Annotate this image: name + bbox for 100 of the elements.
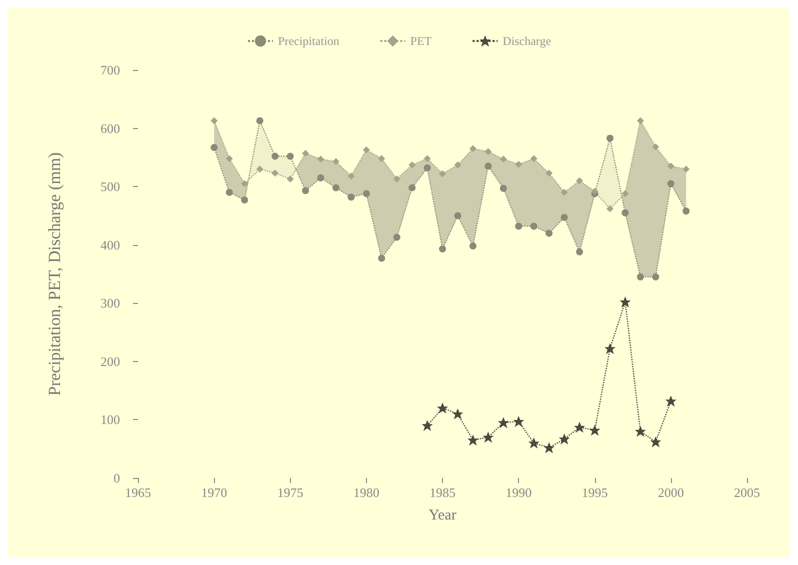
point [515,222,522,230]
x-tick-label: 2000 [658,485,684,500]
point [302,150,309,157]
point [302,187,309,194]
point [606,134,614,142]
x-tick-label: 1985 [430,485,456,500]
point [469,145,476,152]
point [452,408,464,420]
point [408,162,416,169]
point [650,436,662,448]
point [636,117,644,124]
point [591,188,598,195]
x-tick-label: 1990 [506,485,532,500]
point [682,166,690,173]
x-tick-label: 1970 [201,485,228,500]
point [667,162,674,170]
point [272,170,279,177]
point [634,426,646,437]
point [622,209,629,216]
point [424,164,431,172]
x-tick-label: 1995 [582,485,608,500]
legend-label: Discharge [502,34,552,48]
y-tick-label: 700 [100,62,120,78]
point [604,343,616,354]
point [560,188,568,196]
point [454,212,462,220]
point [393,234,400,241]
point [469,242,476,250]
point [620,296,631,308]
y-tick-label: 500 [100,179,120,194]
point [226,188,233,196]
point [636,273,644,280]
point [408,184,416,192]
point [576,177,584,184]
point [332,158,340,166]
point [437,402,448,414]
point [482,432,494,443]
point [546,170,553,177]
point [667,180,674,188]
point [332,184,340,192]
y-tick-label: 0 [114,470,120,486]
point [576,248,584,256]
point [652,143,660,150]
point [484,148,492,156]
point [272,152,279,160]
x-tick-label: 2005 [734,485,760,500]
point [530,155,538,162]
y-tick-label: 100 [100,412,120,428]
legend-label: Precipitation [278,34,340,48]
point [362,190,370,198]
point [424,155,431,162]
x-axis-title: Year [428,508,456,524]
point [286,152,294,160]
point [439,170,446,178]
point [558,433,570,444]
point [528,438,540,449]
point [256,166,264,173]
point [378,254,386,262]
point [226,155,233,162]
y-tick-label: 600 [100,120,120,136]
point [467,434,478,446]
point [241,180,248,188]
point [589,424,600,436]
x-tick-label: 1980 [353,485,380,500]
point [546,230,553,237]
point [241,196,248,204]
point [362,146,370,154]
point [484,162,492,170]
x-tick-label: 1965 [125,485,151,500]
point [606,205,614,212]
point [454,162,462,169]
point [498,417,509,428]
point [682,208,690,215]
point [513,416,524,427]
point [560,214,568,221]
point [652,273,660,280]
x-tick-label: 1975 [277,485,304,500]
point [500,184,507,192]
point [544,442,555,454]
point [530,222,538,230]
point [348,194,355,201]
point [422,420,433,432]
point [317,156,324,163]
point [574,422,586,433]
point [256,117,264,124]
y-tick-label: 400 [100,237,120,252]
point [515,160,522,168]
point [393,175,400,182]
point [500,156,507,163]
point [286,175,294,182]
y-tick-label: 300 [100,296,120,311]
point [439,245,446,252]
y-tick-label: 200 [100,354,120,369]
point [210,117,218,124]
point [348,172,355,180]
y-axis-title: Precipitation, PET, Discharge (mm) [45,152,64,396]
point [665,396,676,407]
point [378,155,386,162]
legend-label: PET [410,34,432,48]
point [622,190,629,198]
